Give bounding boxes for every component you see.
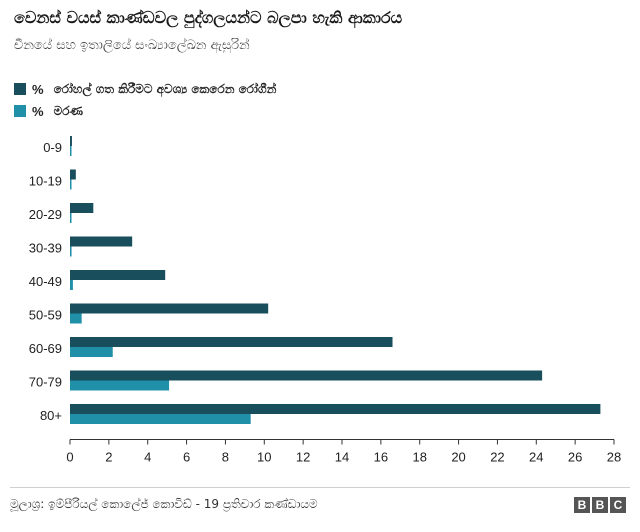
x-tick-label: 24 — [529, 450, 543, 465]
x-tick-label: 22 — [490, 450, 504, 465]
legend-swatch-deaths — [14, 105, 26, 117]
chart-title: වෙනස් වයස් කාණ්ඩවල පුද්ගලයන්ට බලපා හැකි … — [14, 8, 403, 27]
x-tick-label: 8 — [222, 450, 229, 465]
bar-chart: 0-910-1920-2930-3940-4950-5960-6970-7980… — [29, 136, 621, 465]
category-label: 30-39 — [29, 241, 62, 256]
bar-hospitalised — [70, 270, 166, 280]
legend: % රෝහල් ගත කිරීමට අවශ්‍ය කෙරෙන රෝගීන් % … — [14, 78, 614, 122]
category-label: 0-9 — [43, 140, 62, 155]
x-tick-label: 14 — [335, 450, 349, 465]
bar-hospitalised — [70, 303, 269, 314]
x-tick-label: 4 — [144, 450, 151, 465]
x-tick-label: 16 — [374, 450, 388, 465]
bbc-logo-letter: B — [574, 497, 590, 513]
category-label: 60-69 — [29, 341, 62, 356]
category-label: 80+ — [40, 408, 62, 423]
bar-deaths — [70, 380, 170, 391]
legend-symbol: % — [32, 103, 44, 119]
bar-deaths — [70, 179, 72, 190]
bar-hospitalised — [70, 370, 543, 381]
x-tick-label: 6 — [183, 450, 190, 465]
x-tick-label: 12 — [296, 450, 310, 465]
bbc-logo: B B C — [574, 497, 626, 513]
x-tick-label: 10 — [257, 450, 271, 465]
category-label: 10-19 — [29, 174, 62, 189]
x-tick-label: 26 — [568, 450, 582, 465]
x-tick-label: 18 — [412, 450, 426, 465]
bbc-logo-letter: C — [610, 497, 626, 513]
x-tick-label: 28 — [607, 450, 621, 465]
legend-item-deaths: % මරණ — [14, 100, 614, 122]
bbc-logo-letter: B — [592, 497, 608, 513]
x-tick-label: 2 — [105, 450, 112, 465]
category-label: 50-59 — [29, 308, 62, 323]
legend-label-hospitalised: රෝහල් ගත කිරීමට අවශ්‍ය කෙරෙන රෝගීන් — [53, 81, 277, 96]
bar-hospitalised — [70, 236, 133, 247]
category-label: 70-79 — [29, 375, 62, 390]
legend-label-deaths: මරණ — [53, 103, 83, 118]
bar-deaths — [70, 414, 251, 424]
source-note: මූලාශ්‍ර: ඉම්පීරියල් කොලේජ් කොවිඩ් - 19 … — [10, 497, 318, 511]
bar-hospitalised — [70, 404, 601, 414]
bar-hospitalised — [70, 136, 72, 146]
bar-deaths — [70, 246, 72, 257]
legend-symbol: % — [32, 81, 44, 97]
bar-deaths — [70, 313, 82, 324]
legend-swatch-hospitalised — [14, 83, 26, 95]
bar-hospitalised — [70, 337, 393, 347]
bar-deaths — [70, 280, 73, 290]
chart-subtitle: චීනයේ සහ ඉතාලියේ සංඛ්‍යාලේඛන ඇසුරින් — [14, 38, 250, 53]
bar-hospitalised — [70, 169, 76, 180]
footer-divider — [10, 487, 630, 488]
category-label: 20-29 — [29, 207, 62, 222]
bar-deaths — [70, 146, 72, 156]
x-tick-label: 0 — [66, 450, 73, 465]
x-tick-label: 20 — [451, 450, 465, 465]
legend-item-hospitalised: % රෝහල් ගත කිරීමට අවශ්‍ය කෙරෙන රෝගීන් — [14, 78, 614, 100]
bar-deaths — [70, 213, 72, 223]
bar-deaths — [70, 347, 113, 357]
category-label: 40-49 — [29, 274, 62, 289]
bar-hospitalised — [70, 203, 94, 213]
